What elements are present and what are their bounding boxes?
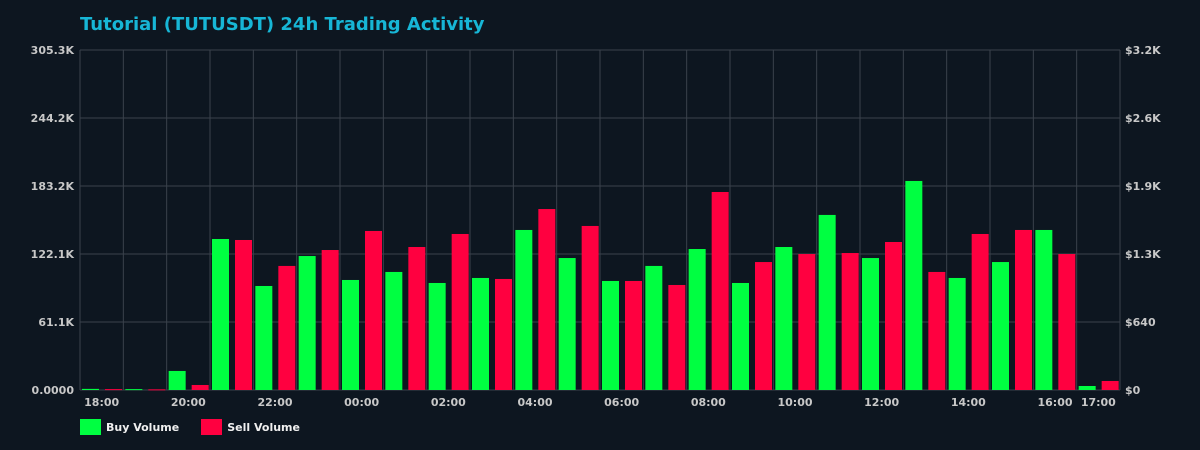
sell-volume-bar — [321, 250, 339, 390]
y-tick-label: 183.2K — [31, 180, 75, 193]
buy-volume-bar — [688, 249, 706, 390]
buy-volume-bar — [558, 258, 576, 390]
sell-volume-bar — [408, 247, 426, 390]
x-tick-label: 04:00 — [517, 396, 552, 409]
sell-volume-bar — [278, 265, 296, 390]
buy-volume-bar — [732, 282, 749, 390]
y-tick-label: 61.1K — [38, 316, 74, 329]
legend-item-buy[interactable]: Buy Volume — [80, 419, 179, 435]
sell-volume-bar — [625, 280, 642, 390]
sell-volume-bar — [495, 278, 512, 390]
sell-volume-bar — [105, 389, 122, 391]
x-tick-label: 22:00 — [257, 396, 292, 409]
sell-volume-bar — [581, 225, 599, 390]
sell-volume-bar — [1015, 229, 1032, 390]
buy-volume-bar — [948, 277, 966, 390]
sell-volume-bar — [1101, 380, 1119, 390]
x-tick-label: 06:00 — [604, 396, 639, 409]
buy-volume-bar — [212, 238, 229, 390]
y2-tick-label: $0 — [1125, 384, 1141, 397]
buy-volume-bar — [385, 271, 403, 390]
buy-volume-bar — [992, 262, 1009, 390]
buy-volume-bar — [82, 388, 99, 390]
x-tick-label: 00:00 — [344, 396, 379, 409]
y2-tick-label: $2.6K — [1125, 112, 1161, 125]
y-tick-label: 122.1K — [31, 248, 75, 261]
sell-volume-bar — [971, 233, 989, 390]
sell-volume-bar — [148, 389, 166, 391]
legend-label-buy: Buy Volume — [106, 420, 180, 434]
y2-tick-label: $3.2K — [1125, 44, 1161, 57]
sell-volume-bar — [668, 284, 686, 390]
x-tick-label: 18:00 — [84, 396, 119, 409]
buy-volume-bar — [168, 370, 186, 390]
y-tick-label: 244.2K — [31, 112, 75, 125]
sell-volume-bar — [1058, 254, 1076, 390]
buy-volume-bar — [818, 214, 836, 390]
sell-swatch — [201, 419, 223, 435]
sell-volume-bar — [885, 241, 902, 390]
sell-volume-bar — [798, 254, 816, 390]
x-tick-label: 12:00 — [864, 396, 899, 409]
buy-volume-bar — [1035, 229, 1053, 390]
sell-volume-bar — [755, 262, 772, 390]
y2-tick-label: $640 — [1125, 316, 1156, 329]
buy-volume-bar — [125, 389, 143, 391]
buy-volume-bar — [472, 277, 489, 390]
legend-item-sell[interactable]: Sell Volume — [201, 419, 300, 435]
sell-volume-bar — [538, 209, 556, 390]
x-tick-label: 20:00 — [171, 396, 206, 409]
legend: Buy Volume Sell Volume — [80, 419, 300, 435]
sell-volume-bar — [235, 239, 252, 390]
buy-volume-bar — [428, 282, 446, 390]
buy-volume-bar — [905, 180, 923, 390]
sell-volume-bar — [928, 271, 946, 390]
x-tick-label: 16:00 — [1037, 396, 1072, 409]
y2-tick-label: $1.3K — [1125, 248, 1161, 261]
y-tick-label: 0.0000 — [32, 384, 75, 397]
y2-tick-label: $1.9K — [1125, 180, 1161, 193]
buy-volume-bar — [342, 279, 359, 390]
sell-volume-bar — [451, 233, 469, 390]
x-tick-label: 14:00 — [951, 396, 986, 409]
x-tick-label: 10:00 — [777, 396, 812, 409]
buy-volume-bar — [255, 285, 273, 390]
buy-volume-bar — [602, 280, 619, 390]
sell-volume-bar — [711, 191, 729, 390]
buy-volume-bar — [862, 258, 879, 390]
buy-volume-bar — [515, 229, 533, 390]
sell-volume-bar — [191, 384, 209, 390]
buy-volume-bar — [775, 247, 793, 390]
sell-volume-bar — [365, 230, 382, 390]
buy-swatch — [80, 419, 101, 435]
y-tick-label: 305.3K — [31, 44, 75, 57]
x-tick-label: 02:00 — [431, 396, 466, 409]
legend-label-sell: Sell Volume — [227, 420, 300, 434]
buy-volume-bar — [1078, 385, 1096, 390]
buy-volume-bar — [645, 265, 663, 390]
x-tick-label: 17:00 — [1081, 396, 1116, 409]
chart-title: Tutorial (TUTUSDT) 24h Trading Activity — [80, 14, 485, 35]
x-tick-label: 08:00 — [691, 396, 726, 409]
sell-volume-bar — [841, 253, 859, 390]
buy-volume-bar — [298, 256, 316, 390]
